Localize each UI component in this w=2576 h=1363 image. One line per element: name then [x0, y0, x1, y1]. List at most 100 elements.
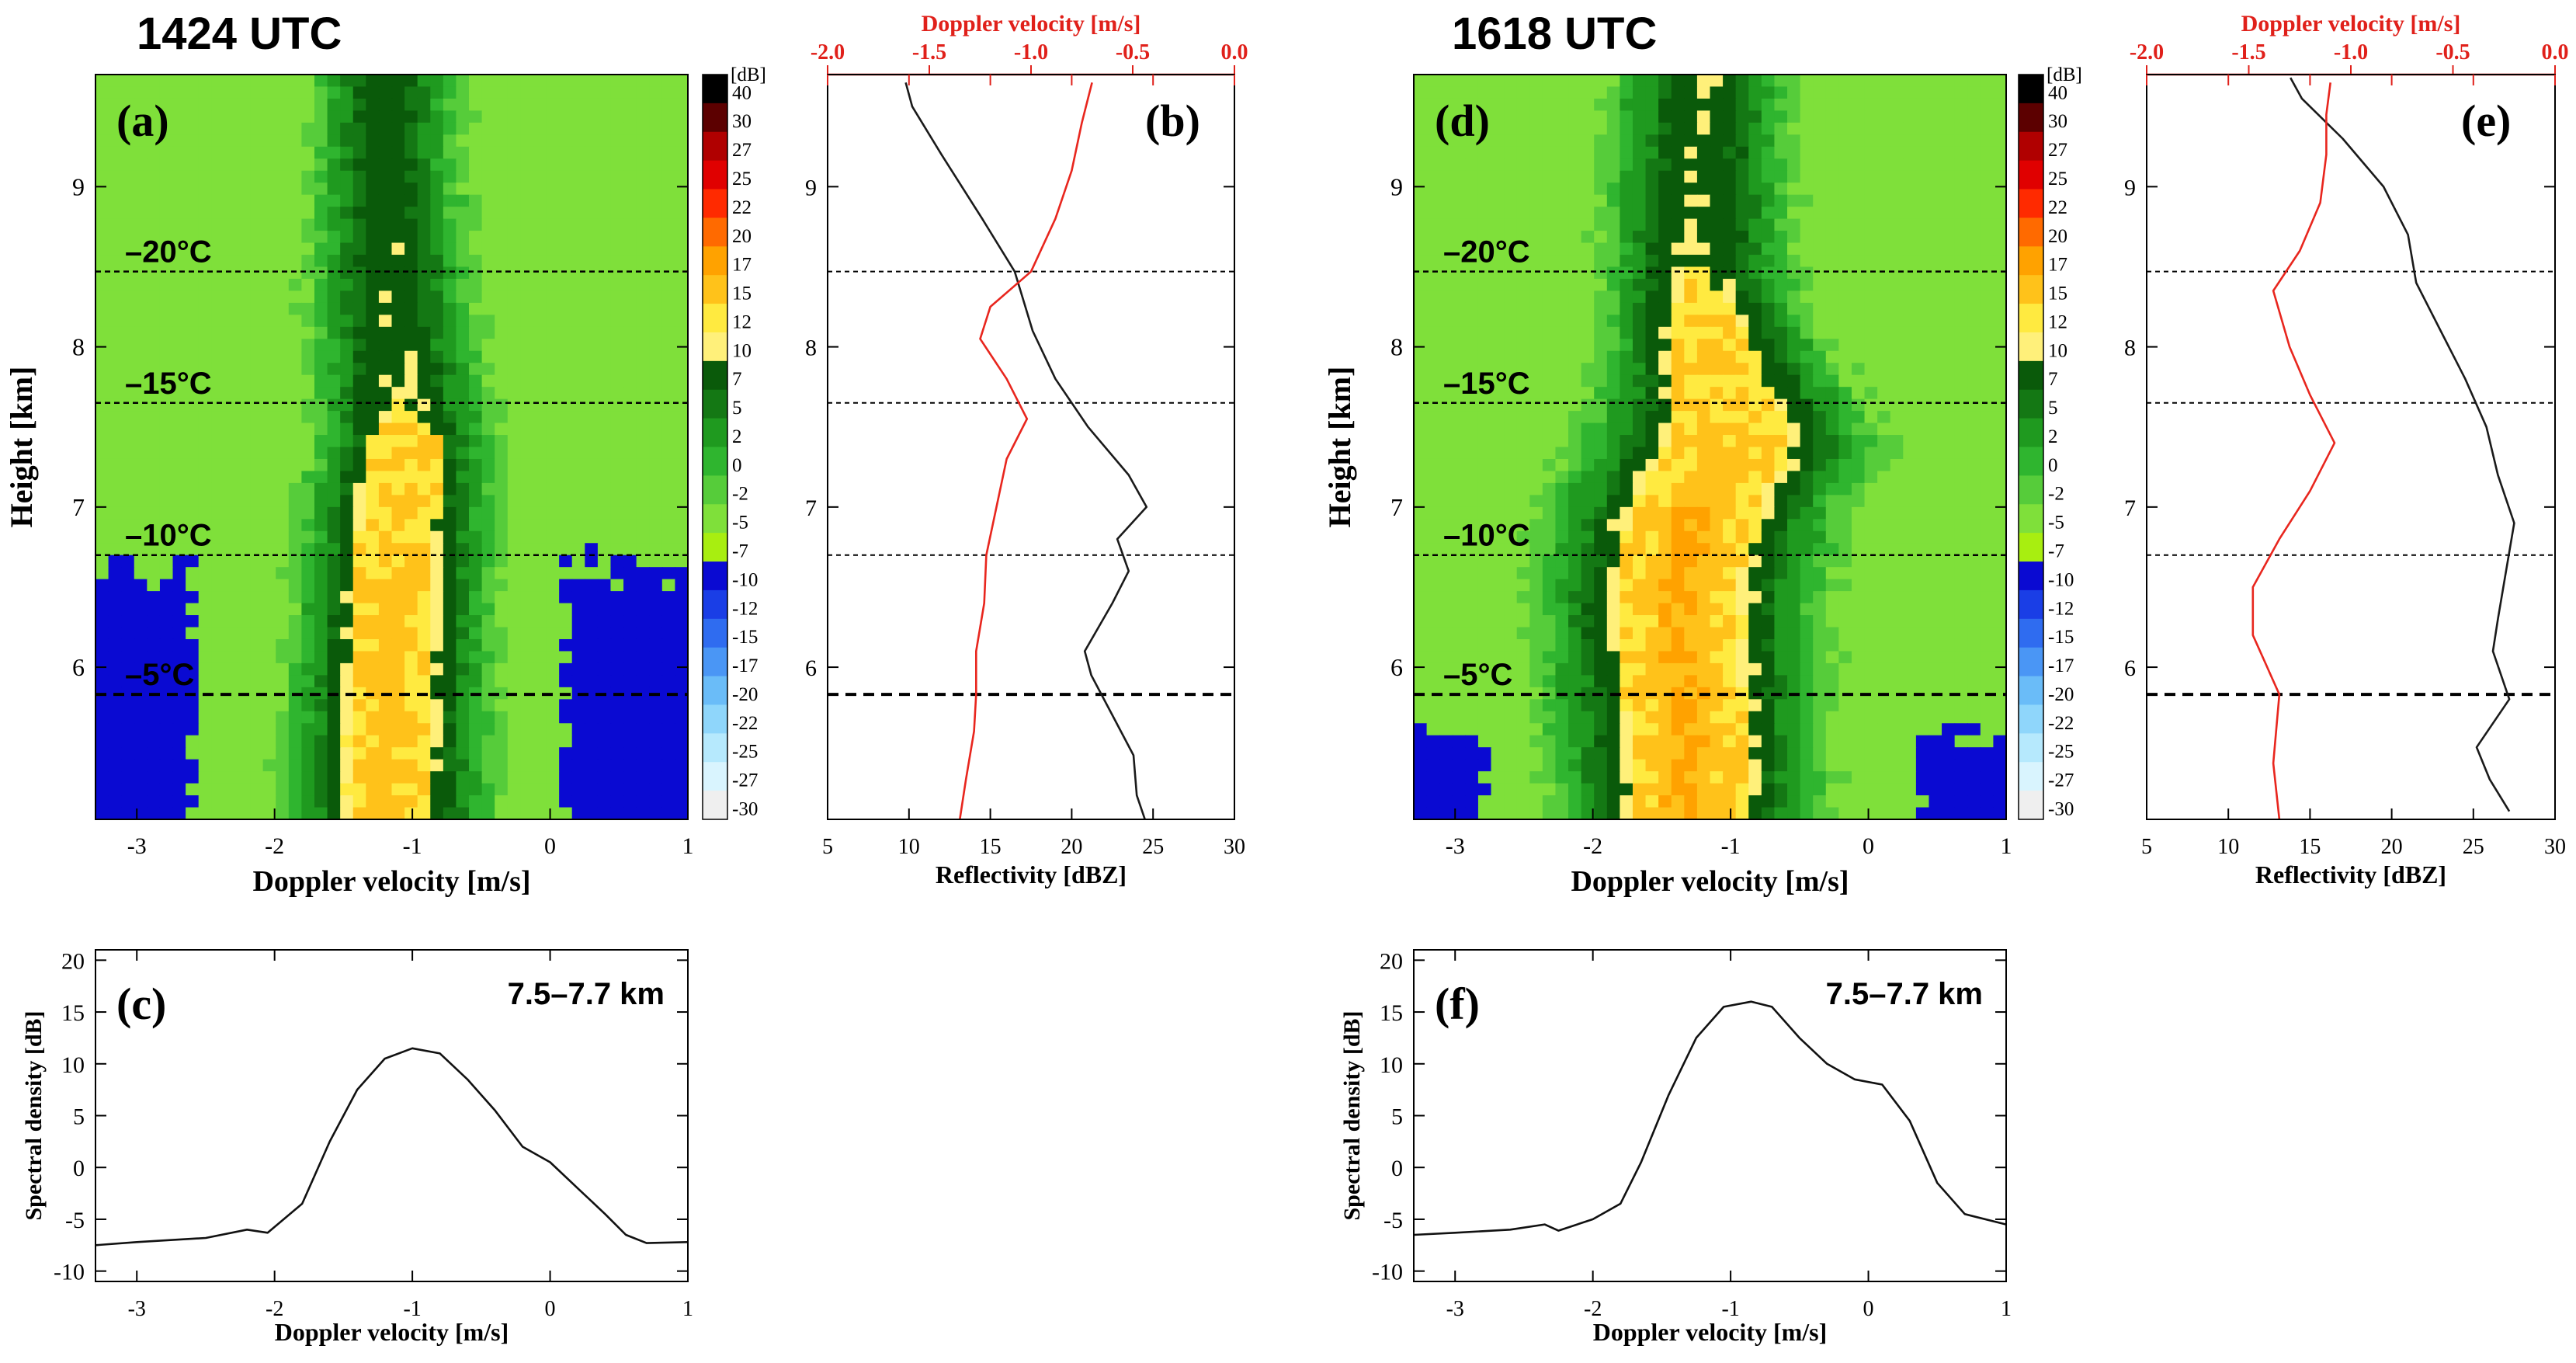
heatmap-cell — [1967, 363, 1981, 376]
heatmap-cell — [1980, 158, 1994, 172]
heatmap-cell — [1491, 519, 1505, 532]
heatmap-cell — [1491, 255, 1505, 268]
heatmap-cell — [456, 350, 470, 363]
heatmap-cell — [661, 519, 676, 532]
heatmap-cell — [1890, 134, 1904, 148]
heatmap-cell — [276, 591, 290, 604]
heatmap-cell — [327, 662, 341, 676]
heatmap-cell — [533, 315, 547, 328]
heatmap-cell — [378, 411, 393, 424]
heatmap-cell — [585, 422, 599, 436]
heatmap-cell — [1555, 170, 1569, 183]
heatmap-cell — [121, 315, 135, 328]
heatmap-cell — [327, 458, 341, 472]
heatmap-cell — [1942, 422, 1956, 436]
heatmap-cell — [1658, 374, 1672, 388]
heatmap-cell — [1877, 218, 1891, 231]
heatmap-cell — [469, 435, 483, 448]
heatmap-cell — [1761, 435, 1776, 448]
heatmap-cell — [108, 735, 122, 748]
heatmap-cell — [1748, 374, 1762, 388]
heatmap-cell — [1864, 506, 1878, 520]
heatmap-cell — [250, 543, 264, 556]
heatmap-cell — [1877, 543, 1891, 556]
heatmap-cell — [1658, 350, 1672, 363]
heatmap-cell — [1414, 255, 1428, 268]
heatmap-cell — [198, 555, 212, 568]
heatmap-cell — [301, 122, 315, 135]
heatmap-cell — [276, 302, 290, 315]
heatmap-cell — [1658, 398, 1672, 412]
heatmap-cell — [186, 495, 200, 508]
colorbar-swatch — [703, 676, 727, 705]
heatmap-cell — [1620, 422, 1633, 436]
heatmap-cell — [675, 495, 689, 508]
heatmap-cell — [623, 735, 637, 748]
heatmap-cell — [1903, 86, 1917, 99]
heatmap-cell — [1864, 458, 1878, 472]
heatmap-cell — [1980, 435, 1994, 448]
heatmap-cell — [1504, 242, 1518, 256]
heatmap-cell — [237, 627, 251, 640]
heatmap-cell — [1516, 290, 1530, 304]
heatmap-cell — [340, 231, 354, 244]
heatmap-cell — [507, 495, 521, 508]
heatmap-cell — [134, 543, 148, 556]
heatmap-cell — [1555, 110, 1569, 123]
heatmap-cell — [1825, 339, 1839, 352]
heatmap-cell — [456, 627, 470, 640]
heatmap-cell — [1452, 194, 1466, 207]
heatmap-cell — [1529, 290, 1543, 304]
heatmap-cell — [1915, 458, 1930, 472]
heatmap-cell — [198, 242, 212, 256]
heatmap-cell — [1465, 266, 1479, 280]
heatmap-cell — [276, 374, 290, 388]
heatmap-cell — [1903, 75, 1917, 88]
heatmap-cell — [649, 771, 663, 784]
heatmap-cell — [559, 339, 573, 352]
heatmap-cell — [327, 651, 341, 664]
heatmap-cell — [1671, 290, 1685, 304]
heatmap-cell — [288, 98, 302, 112]
heatmap-cell — [1632, 158, 1647, 172]
heatmap-cell — [224, 326, 238, 339]
heatmap-cell — [623, 363, 637, 376]
heatmap-cell — [623, 723, 637, 736]
heatmap-cell — [1568, 482, 1582, 495]
heatmap-cell — [571, 458, 585, 472]
heatmap-cell — [623, 374, 637, 388]
heatmap-cell — [198, 339, 212, 352]
heatmap-cell — [1877, 207, 1891, 220]
heatmap-cell — [327, 735, 341, 748]
heatmap-cell — [443, 627, 457, 640]
heatmap-cell — [495, 603, 509, 616]
heatmap-cell — [1555, 158, 1569, 172]
heatmap-cell — [559, 519, 573, 532]
heatmap-cell — [237, 98, 251, 112]
heatmap-cell — [352, 506, 366, 520]
heatmap-cell — [391, 579, 405, 592]
heatmap-cell — [186, 422, 200, 436]
heatmap-cell — [585, 207, 599, 220]
heatmap-cell — [571, 146, 585, 159]
heatmap-cell — [1838, 506, 1852, 520]
heatmap-cell — [352, 519, 366, 532]
heatmap-cell — [1890, 255, 1904, 268]
heatmap-cell — [520, 122, 534, 135]
heatmap-cell — [546, 530, 560, 544]
heatmap-cell — [469, 170, 483, 183]
heatmap-cell — [366, 662, 380, 676]
heatmap-cell — [262, 735, 276, 748]
heatmap-cell — [1452, 471, 1466, 484]
heatmap-cell — [469, 591, 483, 604]
heatmap-cell — [585, 110, 599, 123]
heatmap-cell — [469, 675, 483, 688]
heatmap-cell — [1477, 75, 1492, 88]
heatmap-cell — [1555, 435, 1569, 448]
heatmap-cell — [1723, 302, 1737, 315]
heatmap-cell — [1426, 146, 1440, 159]
heatmap-cell — [301, 651, 315, 664]
heatmap-cell — [1851, 170, 1866, 183]
heatmap-cell — [1594, 398, 1608, 412]
heatmap-cell — [430, 603, 444, 616]
